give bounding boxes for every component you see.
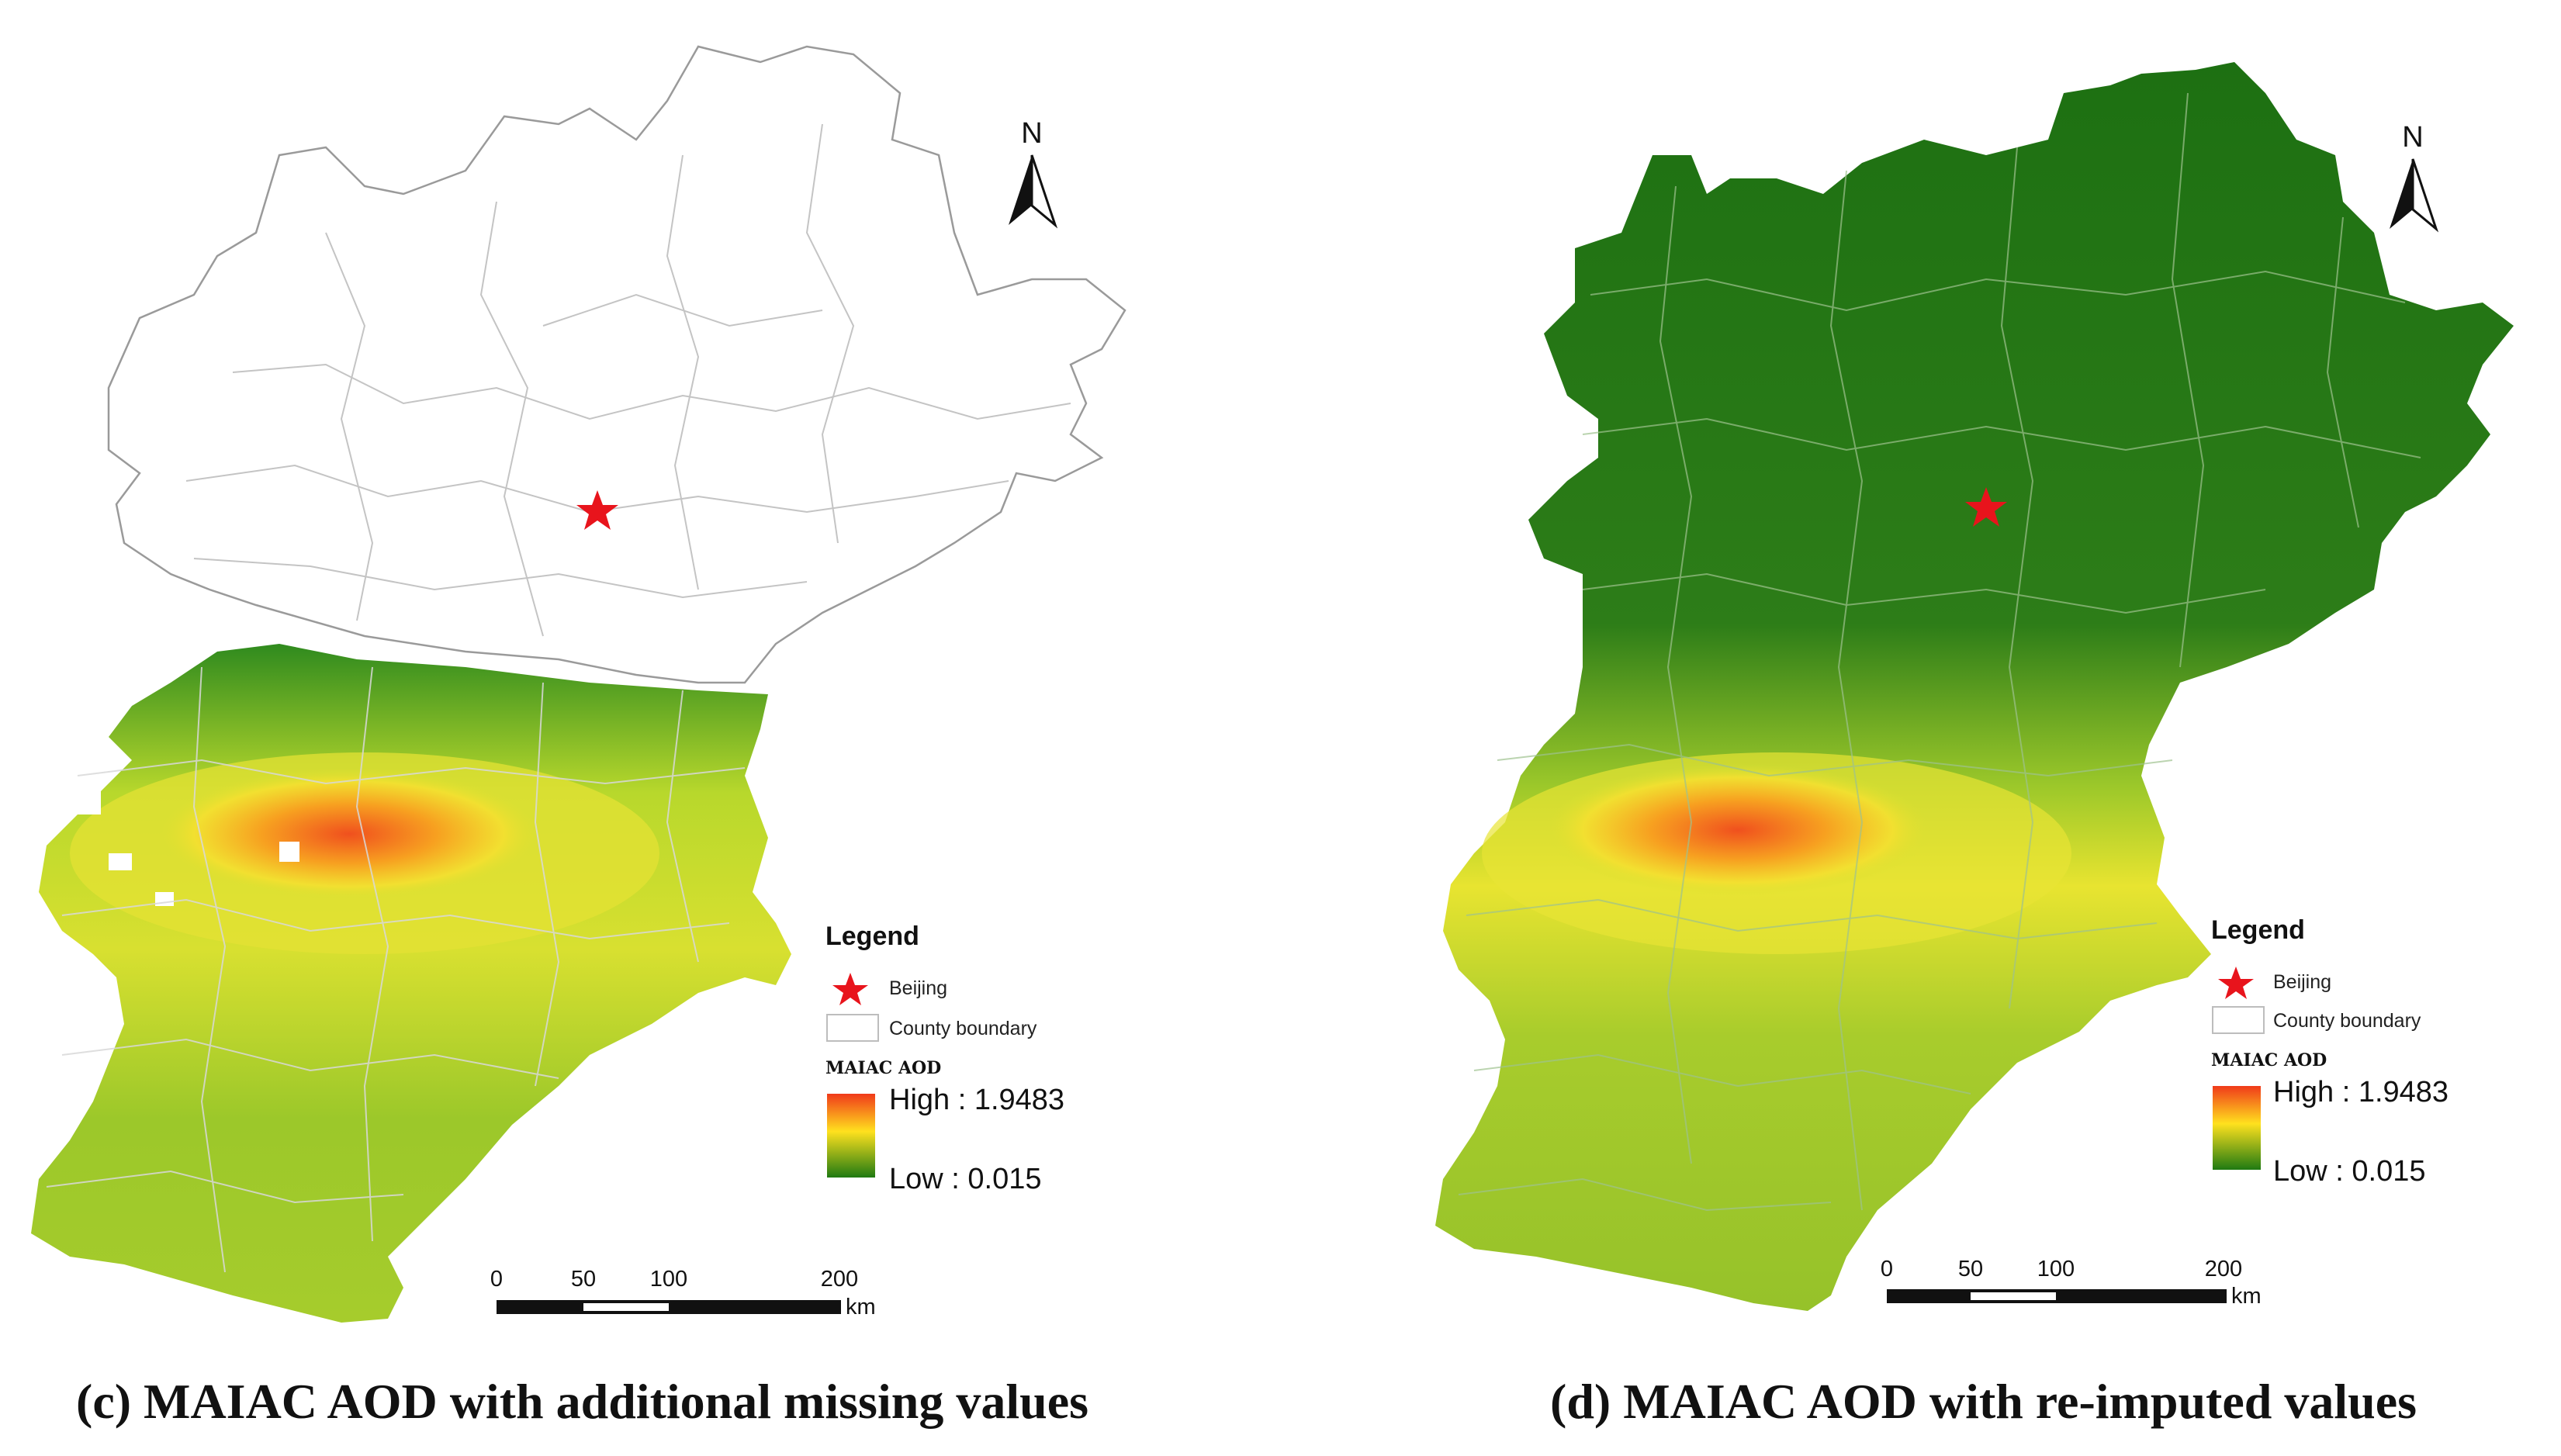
panel-c-caption: (c) MAIAC AOD with additional missing va… [76,1374,1088,1429]
panel-d-legend-county-swatch [2212,1006,2265,1034]
panel-d-map [1435,62,2514,1311]
panel-c-legend: Legend Beijing County boundary MAIAC AOD… [825,922,1064,1195]
panel-d-legend-low: Low : 0.015 [2273,1155,2425,1188]
panel-d-north-arrow: N [2390,121,2439,233]
panel-d-legend-star-icon [2218,967,2254,999]
panel-c-north-label: N [1021,117,1042,150]
panel-d-scale-bar: 0 50 100 200 km [1881,1257,2262,1309]
panel-c-legend-high: High : 1.9483 [889,1084,1064,1116]
panel-d-north-label: N [2402,121,2423,154]
panel-c-scale-tick-2: 100 [650,1267,687,1292]
panel-d-legend-county: County boundary [2273,1010,2421,1032]
panel-c-legend-low: Low : 0.015 [889,1163,1041,1195]
panel-c-legend-beijing: Beijing [889,977,947,999]
panel-c-scale-tick-0: 0 [490,1267,503,1292]
panel-d-legend-high: High : 1.9483 [2273,1076,2449,1108]
panel-d-legend-beijing: Beijing [2273,971,2331,993]
panel-c-scale-tick-1: 50 [571,1267,596,1292]
panel-d-scale-tick-0: 0 [1881,1257,1893,1281]
panel-d-caption: (d) MAIAC AOD with re-imputed values [1550,1374,2417,1429]
panel-d-legend-title: Legend [2211,915,2305,945]
panel-c-legend-county-swatch [826,1014,879,1042]
panel-c-missing-patches [47,783,299,906]
panel-c-legend-ramp [827,1094,875,1178]
panel-c-aod-region [31,644,791,1323]
panel-c-legend-county: County boundary [889,1018,1037,1039]
panel-c-beijing-star [576,490,618,530]
panel-c-scale-tick-3: 200 [821,1267,858,1292]
panel-c-county-lines-north [185,123,1071,637]
panel-c-legend-title: Legend [825,922,919,951]
panel-d-hotspot [1544,764,1932,896]
panel-d-scale-unit: km [2231,1284,2262,1309]
panel-c-north-arrow: N [1009,117,1058,229]
panel-d-scale-tick-2: 100 [2037,1257,2075,1281]
panel-d-beijing-star [1965,487,2007,527]
panel-d-legend: Legend Beijing County boundary MAIAC AOD… [2211,915,2449,1188]
panel-c-missing-region [107,45,1126,684]
panel-c-legend-ramp-title: MAIAC AOD [825,1058,941,1078]
panel-c-map [31,45,1126,1323]
panel-d-legend-ramp-title: MAIAC AOD [2211,1050,2327,1070]
panel-d-scale-tick-1: 50 [1958,1257,1983,1281]
panel-c-legend-star-icon [832,973,868,1005]
panel-c-scale-unit: km [846,1295,876,1319]
panel-d-aod-region [1435,62,2514,1311]
panel-c-county-lines-south [46,666,746,1273]
panel-c-scale-bar: 0 50 100 200 km [490,1267,876,1319]
panel-c-hotspot [155,768,543,900]
panel-d-scale-tick-3: 200 [2205,1257,2242,1281]
panel-d-legend-ramp [2213,1086,2261,1170]
panel-d-county-lines [1458,92,2421,1212]
